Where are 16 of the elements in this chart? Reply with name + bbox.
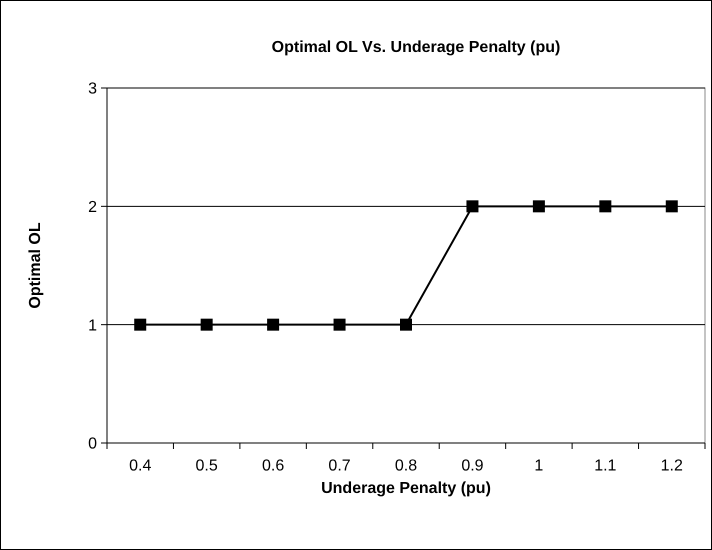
chart-title: Optimal OL Vs. Underage Penalty (pu)	[272, 39, 560, 56]
x-tick-label: 1.1	[594, 458, 617, 475]
x-tick-label: 0.4	[129, 458, 152, 475]
x-tick-label: 0.8	[394, 458, 418, 475]
y-tick-label: 1	[88, 317, 98, 334]
x-tick-label: 0.5	[196, 458, 218, 475]
x-tick-label: 1.2	[660, 458, 683, 475]
x-axis-title: Underage Penalty (pu)	[321, 480, 491, 497]
y-tick-label: 2	[88, 198, 98, 216]
y-axis-title: Optimal OL	[27, 222, 44, 309]
x-tick-label: 0.9	[461, 458, 484, 475]
x-tick-label: 0.6	[262, 458, 284, 475]
y-tick-label: 0	[88, 436, 98, 453]
x-tick-label: 0.7	[328, 458, 351, 475]
x-tick-label: 1	[534, 458, 544, 475]
y-tick-label: 3	[88, 80, 98, 98]
